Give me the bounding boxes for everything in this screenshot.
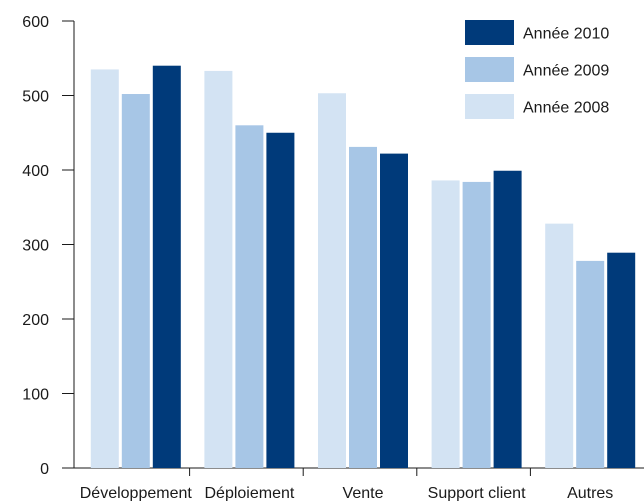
x-axis: Développement Déploiement Vente Support cli… bbox=[62, 467, 644, 501]
legend-swatch-annee-2009 bbox=[465, 57, 514, 82]
y-axis: 0 100 200 300 400 500 600 bbox=[22, 14, 75, 478]
y-tick-label: 200 bbox=[22, 312, 49, 329]
y-tick-label: 500 bbox=[22, 89, 49, 106]
bar-annee-2010-autres bbox=[607, 252, 636, 468]
legend-swatch-annee-2008 bbox=[465, 94, 514, 119]
bars bbox=[90, 65, 636, 469]
bar-annee-2009-deploiement bbox=[235, 125, 264, 469]
y-tick-label: 100 bbox=[22, 387, 49, 404]
bar-annee-2010-support-client bbox=[493, 170, 522, 468]
bar-annee-2008-deploiement bbox=[204, 70, 233, 468]
legend-label: Année 2010 bbox=[523, 26, 609, 43]
legend-swatch-annee-2010 bbox=[465, 20, 514, 45]
bar-annee-2009-developpement bbox=[121, 94, 150, 468]
y-tick-label: 300 bbox=[22, 238, 49, 255]
bar-annee-2010-deploiement bbox=[266, 132, 295, 468]
legend: Année 2010 Année 2009 Année 2008 bbox=[465, 20, 609, 119]
x-tick-label: Déploiement bbox=[204, 485, 294, 501]
bar-annee-2009-vente bbox=[349, 146, 377, 468]
x-tick-label: Développement bbox=[80, 485, 193, 501]
bar-annee-2009-support-client bbox=[462, 181, 491, 469]
y-tick-label: 400 bbox=[22, 163, 49, 180]
bar-annee-2010-vente bbox=[380, 153, 408, 469]
bar-annee-2010-developpement bbox=[152, 65, 181, 468]
x-tick-label: Vente bbox=[343, 485, 384, 501]
bar-annee-2008-support-client bbox=[431, 180, 460, 468]
legend-label: Année 2008 bbox=[523, 100, 609, 117]
x-tick-label: Support client bbox=[428, 485, 526, 501]
bar-annee-2008-autres bbox=[545, 223, 574, 468]
bar-annee-2008-vente bbox=[318, 93, 346, 468]
legend-label: Année 2009 bbox=[523, 63, 609, 80]
bar-annee-2008-developpement bbox=[90, 69, 119, 469]
bar-annee-2009-autres bbox=[576, 260, 605, 468]
y-tick-label: 600 bbox=[22, 14, 49, 31]
y-tick-label: 0 bbox=[40, 461, 49, 478]
x-tick-label: Autres bbox=[567, 485, 613, 501]
